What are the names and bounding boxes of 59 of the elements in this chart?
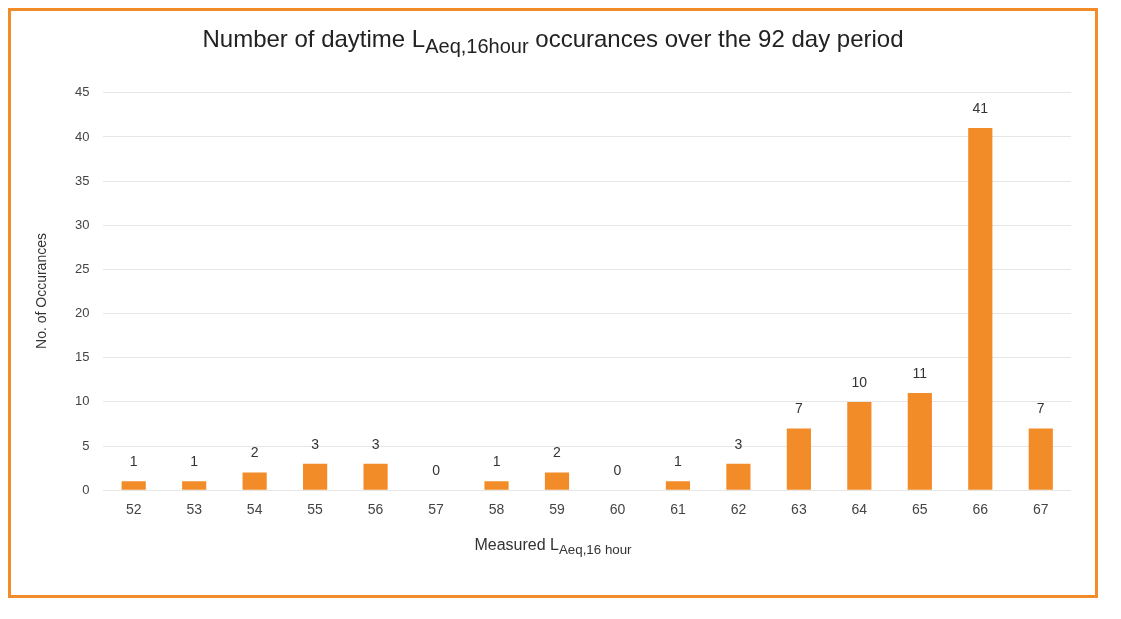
x-tick-label: 67	[1032, 501, 1049, 518]
chart-title: Number of daytime L$_{Aeq,16hour}$ occurances over the 92 day period	[201, 25, 905, 58]
y-axis-title: No. of Occurances	[33, 233, 49, 349]
y-tick-label: 35	[74, 172, 90, 188]
bar	[544, 472, 570, 490]
y-tick-label: 25	[74, 261, 90, 276]
y-tick-label: 30	[74, 216, 90, 232]
x-tick-label: 65	[912, 501, 928, 518]
bar	[847, 401, 872, 490]
data-label: 1	[674, 453, 683, 470]
x-tick-label: 62	[730, 501, 747, 518]
data-label: 3	[371, 435, 380, 452]
data-label: 1	[190, 453, 199, 470]
bar	[363, 463, 388, 490]
data-label: 7	[794, 400, 803, 417]
data-label: 11	[912, 364, 928, 381]
y-tick-label: 20	[74, 305, 90, 321]
data-label: 7	[1036, 400, 1045, 417]
y-tick-label: 40	[74, 128, 90, 144]
y-tick-label: 0	[82, 481, 90, 497]
y-tick-label: 10	[74, 393, 90, 409]
x-tick-label: 66	[972, 501, 989, 518]
x-tick-label: 59	[549, 501, 565, 518]
bar	[1028, 428, 1053, 490]
x-tick-label: 57	[428, 501, 445, 518]
x-tick-label: 61	[670, 501, 686, 518]
data-label: 1	[492, 453, 501, 470]
bar	[726, 463, 751, 490]
x-tick-label: 64	[851, 501, 868, 518]
bar	[484, 481, 509, 490]
x-tick-label: 58	[488, 501, 505, 518]
x-tick-label: 56	[367, 501, 384, 518]
y-tick-label: 15	[74, 349, 90, 365]
data-label: 41	[972, 99, 989, 116]
data-label: 3	[734, 435, 743, 452]
data-label: 0	[432, 462, 441, 479]
bar	[182, 481, 207, 490]
y-tick-label: 5	[82, 437, 90, 453]
bar	[907, 393, 932, 490]
bar	[121, 481, 146, 490]
x-tick-label: 55	[307, 501, 324, 518]
y-tick-label: 45	[74, 84, 90, 100]
x-tick-label: 52	[125, 501, 142, 518]
data-label: 3	[311, 435, 320, 452]
data-label: 1	[129, 453, 138, 470]
x-axis-title: Measured L$_{Aeq,16 hour}$	[473, 536, 633, 558]
x-tick-label: 63	[791, 501, 807, 518]
x-tick-label: 54	[246, 501, 263, 518]
data-label: 2	[250, 444, 259, 461]
bar	[665, 481, 691, 490]
data-label: 0	[613, 462, 622, 479]
data-label: 10	[851, 373, 868, 390]
x-tick-label: 53	[186, 501, 203, 518]
x-tick-label: 60	[609, 501, 626, 518]
bar	[968, 128, 993, 490]
data-label: 2	[553, 444, 562, 461]
bar	[242, 472, 267, 490]
bar	[786, 428, 811, 490]
bar	[303, 463, 328, 490]
